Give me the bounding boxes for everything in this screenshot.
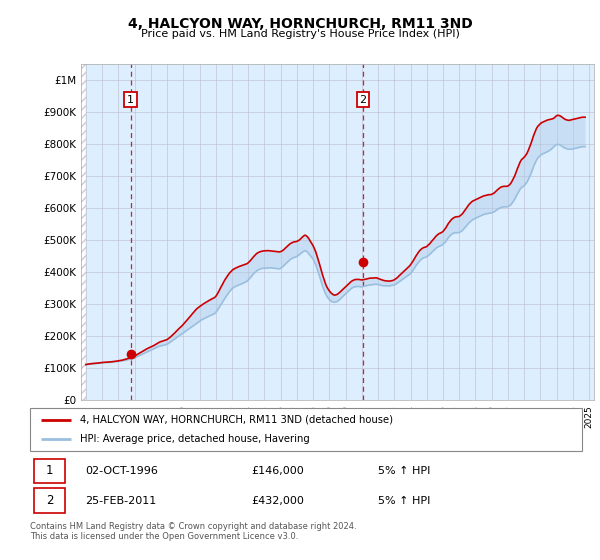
Text: 1: 1 xyxy=(46,464,53,478)
Text: £432,000: £432,000 xyxy=(251,496,304,506)
Text: Price paid vs. HM Land Registry's House Price Index (HPI): Price paid vs. HM Land Registry's House … xyxy=(140,29,460,39)
Text: 25-FEB-2011: 25-FEB-2011 xyxy=(85,496,157,506)
Text: 2: 2 xyxy=(46,494,53,507)
Text: £146,000: £146,000 xyxy=(251,466,304,476)
Text: 5% ↑ HPI: 5% ↑ HPI xyxy=(378,466,430,476)
Text: 2: 2 xyxy=(359,95,367,105)
Text: 1: 1 xyxy=(127,95,134,105)
Text: 4, HALCYON WAY, HORNCHURCH, RM11 3ND (detached house): 4, HALCYON WAY, HORNCHURCH, RM11 3ND (de… xyxy=(80,415,392,424)
Text: 4, HALCYON WAY, HORNCHURCH, RM11 3ND: 4, HALCYON WAY, HORNCHURCH, RM11 3ND xyxy=(128,17,472,31)
FancyBboxPatch shape xyxy=(30,408,582,451)
Text: 5% ↑ HPI: 5% ↑ HPI xyxy=(378,496,430,506)
Bar xyxy=(81,64,86,400)
FancyBboxPatch shape xyxy=(34,488,65,513)
Text: 02-OCT-1996: 02-OCT-1996 xyxy=(85,466,158,476)
Text: HPI: Average price, detached house, Havering: HPI: Average price, detached house, Have… xyxy=(80,435,310,444)
Text: Contains HM Land Registry data © Crown copyright and database right 2024.
This d: Contains HM Land Registry data © Crown c… xyxy=(30,522,356,542)
FancyBboxPatch shape xyxy=(34,459,65,483)
